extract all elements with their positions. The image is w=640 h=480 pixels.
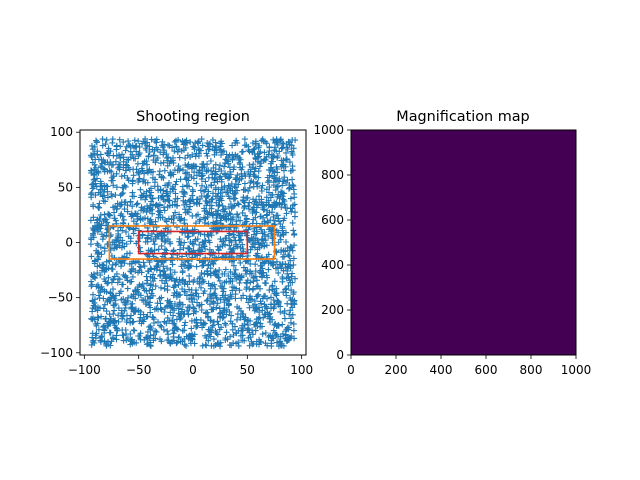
- scatter-point: [124, 175, 131, 182]
- shooting-region-y-axis: −100 −50 0 50 100: [40, 125, 80, 360]
- scatter-point: [226, 308, 233, 315]
- magnification-map-title: Magnification map: [396, 109, 529, 125]
- scatter-point: [92, 303, 99, 310]
- magnification-map-x-tick-label: 400: [430, 363, 453, 377]
- scatter-point: [181, 201, 188, 208]
- scatter-point: [135, 307, 142, 314]
- shooting-region-chart: Shooting region −100 −50 0 50 100 −100 −50 0 50…: [40, 109, 313, 377]
- scatter-point: [222, 205, 229, 212]
- magnification-map-x-tick-label: 0: [347, 363, 355, 377]
- magnification-map-y-tick-label: 600: [321, 213, 344, 227]
- magnification-map-axes-frame: [350, 129, 577, 356]
- shooting-region-x-axis: −100 −50 0 50 100: [68, 355, 313, 377]
- scatter-point: [167, 266, 174, 273]
- shooting-region-x-tick-label: −50: [126, 363, 151, 377]
- shooting-region-y-tick-label: 0: [65, 236, 73, 250]
- scatter-point: [176, 246, 183, 253]
- scatter-point: [129, 273, 136, 280]
- magnification-map-y-tick-label: 200: [321, 303, 344, 317]
- scatter-point: [288, 142, 295, 149]
- scatter-point: [116, 242, 123, 249]
- magnification-map-y-axis: 0 200 400 600 800 1000: [313, 123, 351, 362]
- shooting-region-plot-area: [87, 135, 299, 350]
- scatter-point: [268, 305, 275, 312]
- shooting-region-x-tick-label: 100: [290, 363, 313, 377]
- scatter-point: [247, 268, 254, 275]
- scatter-point: [235, 339, 242, 346]
- scatter-point: [283, 275, 290, 282]
- scatter-point: [90, 234, 97, 241]
- scatter-point: [179, 301, 186, 308]
- scatter-point: [156, 168, 163, 175]
- scatter-point: [148, 236, 155, 243]
- magnification-map-x-tick-label: 800: [520, 363, 543, 377]
- magnification-map-y-tick-label: 0: [336, 348, 344, 362]
- magnification-map-y-tick-label: 800: [321, 168, 344, 182]
- shooting-region-y-tick-label: 100: [50, 125, 73, 139]
- scatter-point: [95, 204, 102, 211]
- scatter-point: [232, 176, 239, 183]
- magnification-map-x-tick-label: 1000: [561, 363, 592, 377]
- scatter-point: [217, 140, 224, 147]
- magnification-map-x-tick-label: 200: [385, 363, 408, 377]
- scatter-point: [97, 337, 104, 344]
- magnification-map-y-tick-label: 400: [321, 258, 344, 272]
- scatter-point: [143, 341, 150, 348]
- scatter-point: [234, 243, 241, 250]
- scatter-point: [188, 335, 195, 342]
- shooting-region-x-tick-label: −100: [68, 363, 101, 377]
- scatter-marker-texture: [87, 135, 299, 350]
- outer-region-rectangle: [108, 225, 276, 260]
- scatter-point: [274, 169, 281, 176]
- scatter-point: [262, 237, 269, 244]
- scatter-point: [205, 233, 212, 240]
- scatter-point: [286, 334, 293, 341]
- magnification-map-image: [351, 130, 576, 355]
- shooting-region-x-tick-label: 50: [240, 363, 255, 377]
- scatter-point: [175, 136, 182, 143]
- scatter-point: [193, 172, 200, 179]
- shooting-region-y-tick-label: 50: [58, 180, 73, 194]
- scatter-point: [207, 272, 214, 279]
- scatter-point: [91, 171, 98, 178]
- scatter-point: [287, 245, 294, 252]
- magnification-map-chart: Magnification map 0 200 400 600 800 1000 0 200…: [313, 109, 591, 377]
- shooting-region-y-tick-label: −100: [40, 346, 73, 360]
- scatter-point: [290, 202, 297, 209]
- magnification-map-x-axis: 0 200 400 600 800 1000: [347, 355, 591, 377]
- scatter-point: [140, 207, 147, 214]
- inner-region-rectangle: [137, 230, 249, 255]
- scatter-point: [253, 209, 260, 216]
- scatter-point: [258, 137, 265, 144]
- shooting-region-x-tick-label: 0: [189, 363, 197, 377]
- shooting-region-title: Shooting region: [136, 109, 250, 125]
- scatter-point: [93, 138, 100, 145]
- magnification-map-x-tick-label: 600: [475, 363, 498, 377]
- shooting-region-y-tick-label: −50: [48, 291, 73, 305]
- scatter-point: [94, 269, 101, 276]
- scatter-point: [133, 142, 140, 149]
- magnification-map-y-tick-label: 1000: [313, 123, 344, 137]
